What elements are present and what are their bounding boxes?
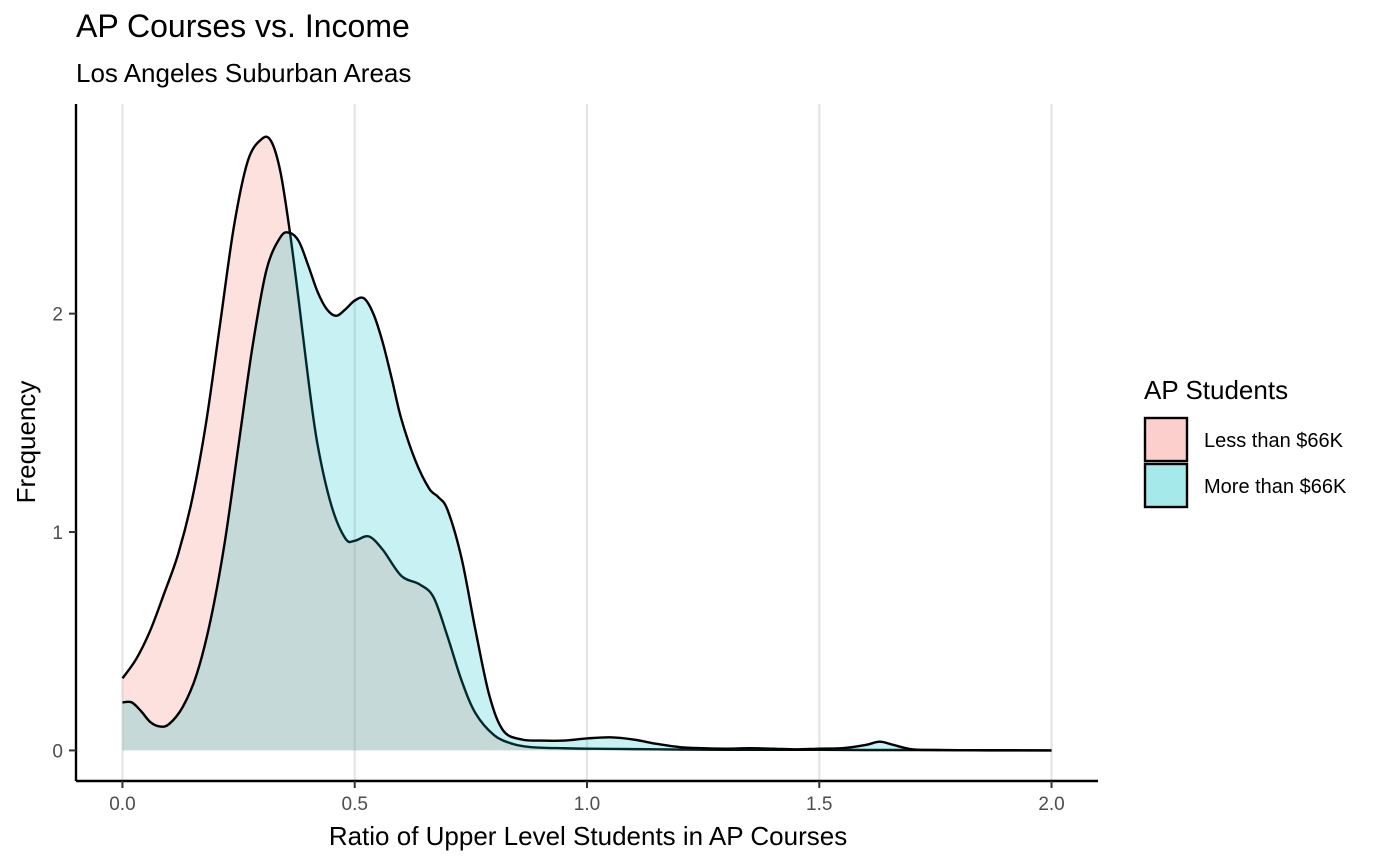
chart-title: AP Courses vs. Income xyxy=(76,8,410,44)
density-areas xyxy=(121,135,1052,752)
y-axis-title: Frequency xyxy=(11,381,41,504)
legend-label: Less than $66K xyxy=(1204,430,1344,452)
x-tick-label: 2.0 xyxy=(1038,794,1064,815)
chart-subtitle: Los Angeles Suburban Areas xyxy=(76,58,412,88)
x-tick-label: 1.0 xyxy=(574,794,600,815)
y-tick-label: 1 xyxy=(52,523,63,544)
density-area-less-than-66k xyxy=(122,136,1052,751)
y-tick-label: 0 xyxy=(52,741,63,762)
x-axis-title: Ratio of Upper Level Students in AP Cour… xyxy=(329,821,847,851)
legend-label: More than $66K xyxy=(1204,476,1347,498)
x-tick-label: 0.0 xyxy=(109,794,135,815)
y-tick-label: 2 xyxy=(52,305,63,326)
tick-labels: 0.0 0.5 1.0 1.5 2.0 0 1 2 xyxy=(52,305,1064,815)
x-tick-label: 1.5 xyxy=(806,794,832,815)
legend-title: AP Students xyxy=(1144,375,1288,405)
legend-key-more-than-66k xyxy=(1143,462,1189,509)
grid-lines xyxy=(121,104,1053,781)
axes xyxy=(69,104,1098,788)
density-area-more-than-66k xyxy=(122,232,1052,751)
density-line-more-than-66k xyxy=(122,231,1052,752)
legend: AP Students Less than $66K More than $66K xyxy=(1143,375,1347,509)
legend-key-less-than-66k xyxy=(1143,416,1189,463)
x-tick-label: 0.5 xyxy=(342,794,368,815)
